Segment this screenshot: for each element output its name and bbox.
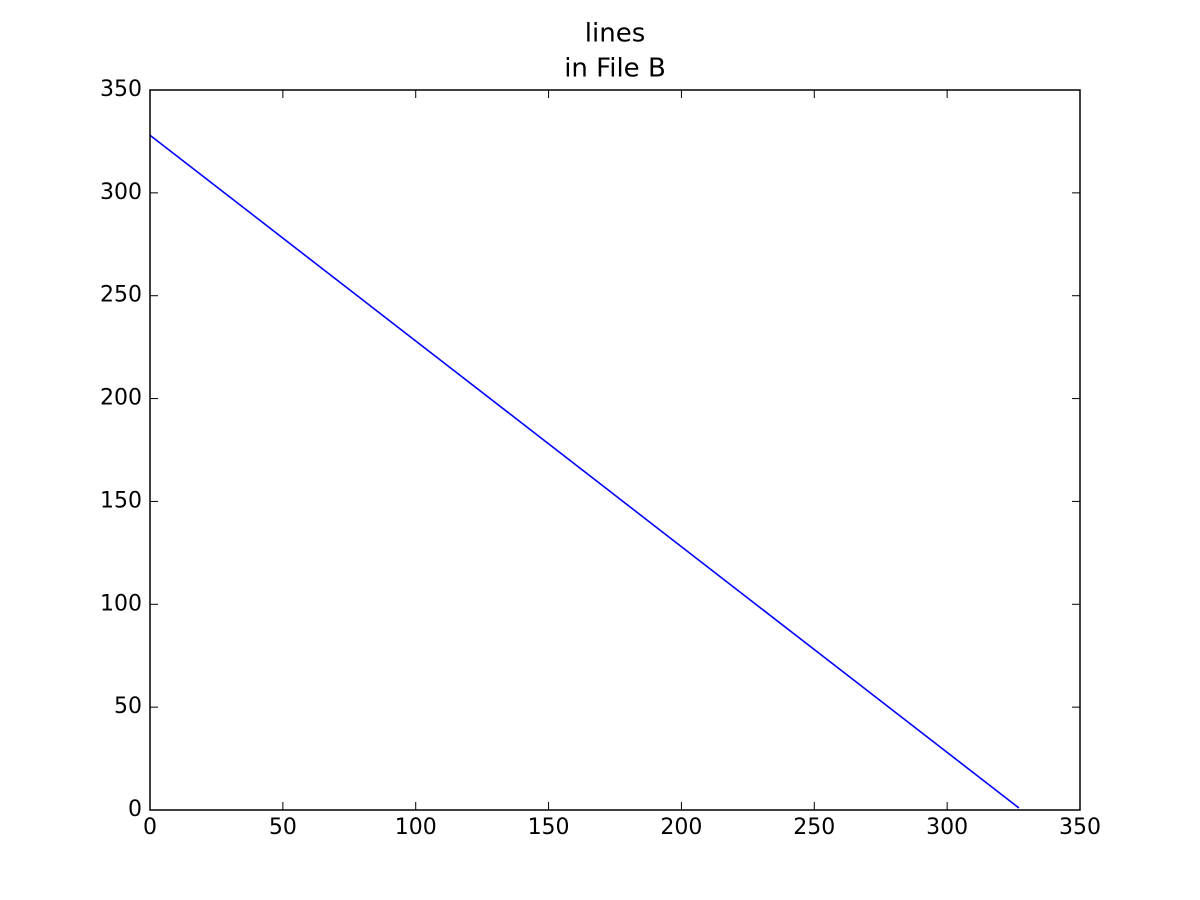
x-tick-label: 0 — [143, 815, 157, 840]
x-tick-label: 300 — [926, 815, 968, 840]
x-tick-label: 350 — [1059, 815, 1101, 840]
chart-subtitle: in File B — [564, 54, 666, 84]
plot-frame — [149, 89, 1081, 811]
x-tick-label: 100 — [395, 815, 437, 840]
data-line — [149, 134, 1020, 809]
y-tick-label: 350 — [100, 77, 142, 102]
y-tick-label: 250 — [100, 283, 142, 308]
y-tick-label: 150 — [100, 488, 142, 513]
x-tick-label: 200 — [660, 815, 702, 840]
x-tick-label: 50 — [269, 815, 297, 840]
chart-title: lines — [585, 19, 645, 49]
y-tick-label: 0 — [128, 797, 142, 822]
y-tick-label: 300 — [100, 180, 142, 205]
y-tick-label: 100 — [100, 591, 142, 616]
x-tick-label: 250 — [793, 815, 835, 840]
y-tick-label: 200 — [100, 386, 142, 411]
y-tick-label: 50 — [114, 694, 142, 719]
x-tick-label: 150 — [528, 815, 570, 840]
